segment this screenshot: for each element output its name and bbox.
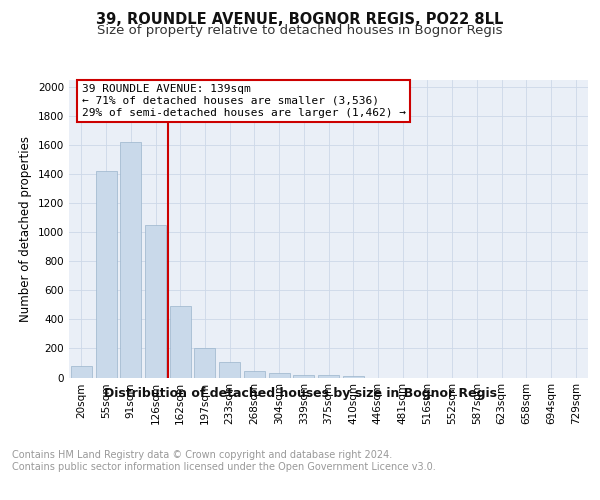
- Bar: [219, 362, 240, 378]
- Text: 39, ROUNDLE AVENUE, BOGNOR REGIS, PO22 8LL: 39, ROUNDLE AVENUE, BOGNOR REGIS, PO22 8…: [97, 12, 503, 28]
- Bar: [120, 142, 141, 378]
- Text: 39 ROUNDLE AVENUE: 139sqm
← 71% of detached houses are smaller (3,536)
29% of se: 39 ROUNDLE AVENUE: 139sqm ← 71% of detac…: [82, 84, 406, 117]
- Bar: [145, 225, 166, 378]
- Bar: [71, 366, 92, 378]
- Bar: [269, 373, 290, 378]
- Bar: [170, 306, 191, 378]
- Bar: [343, 376, 364, 378]
- Bar: [194, 348, 215, 378]
- Y-axis label: Number of detached properties: Number of detached properties: [19, 136, 32, 322]
- Bar: [293, 374, 314, 378]
- Text: Size of property relative to detached houses in Bognor Regis: Size of property relative to detached ho…: [97, 24, 503, 37]
- Bar: [244, 371, 265, 378]
- Bar: [95, 172, 116, 378]
- Bar: [318, 376, 339, 378]
- Text: Distribution of detached houses by size in Bognor Regis: Distribution of detached houses by size …: [104, 388, 497, 400]
- Text: Contains HM Land Registry data © Crown copyright and database right 2024.
Contai: Contains HM Land Registry data © Crown c…: [12, 450, 436, 471]
